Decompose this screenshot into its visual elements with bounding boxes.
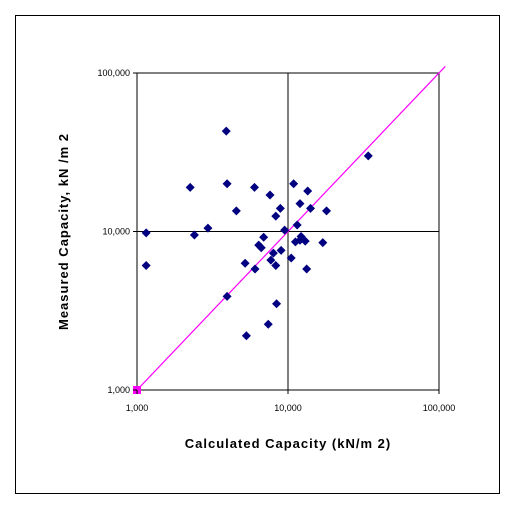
data-point [240,258,250,268]
data-point [222,179,232,189]
data-points [141,126,373,341]
data-point [300,236,310,246]
data-point [318,238,328,248]
plot-area [133,66,446,394]
data-point [259,232,269,242]
data-point [289,179,299,189]
data-point [271,261,281,271]
data-point [221,126,231,136]
chart-frame: 1,000 10,000 100,000 1,000 10,000 100,000 Cal… [15,15,500,494]
data-point [286,253,296,263]
data-point [275,203,285,213]
data-point [222,291,232,301]
data-point [280,225,290,235]
data-point [292,220,302,230]
data-point [203,223,213,233]
data-point [250,182,260,192]
y-axis-title: Measured Capacity, kN /m 2 [56,133,71,330]
data-point [189,230,199,240]
data-point [185,182,195,192]
y-tick-label: 1,000 [107,385,130,395]
data-point [268,248,278,258]
y-tick-label: 10,000 [102,227,130,237]
data-point [231,206,241,216]
x-tick-label: 10,000 [274,403,302,413]
data-point [266,255,276,265]
data-point [363,151,373,161]
data-point [241,331,251,341]
data-point [272,299,282,309]
x-tick-label: 100,000 [423,403,456,413]
data-point [276,245,286,255]
tick-labels: 1,000 10,000 100,000 1,000 10,000 100,000 [97,68,455,413]
data-point [306,203,316,213]
data-point [141,228,151,238]
data-point [302,264,312,274]
data-point [322,206,332,216]
scatter-chart: 1,000 10,000 100,000 1,000 10,000 100,000 Cal… [56,66,455,451]
x-axis-title: Calculated Capacity (kN/m 2) [185,436,391,451]
reference-line [136,66,446,391]
data-point [141,261,151,271]
data-point [271,211,281,221]
data-point [256,243,266,253]
data-point [265,190,275,200]
data-point [295,199,305,209]
x-tick-label: 1,000 [126,403,149,413]
data-point [250,264,260,274]
data-point [263,319,273,329]
y-tick-label: 100,000 [97,68,130,78]
data-point [303,186,313,196]
